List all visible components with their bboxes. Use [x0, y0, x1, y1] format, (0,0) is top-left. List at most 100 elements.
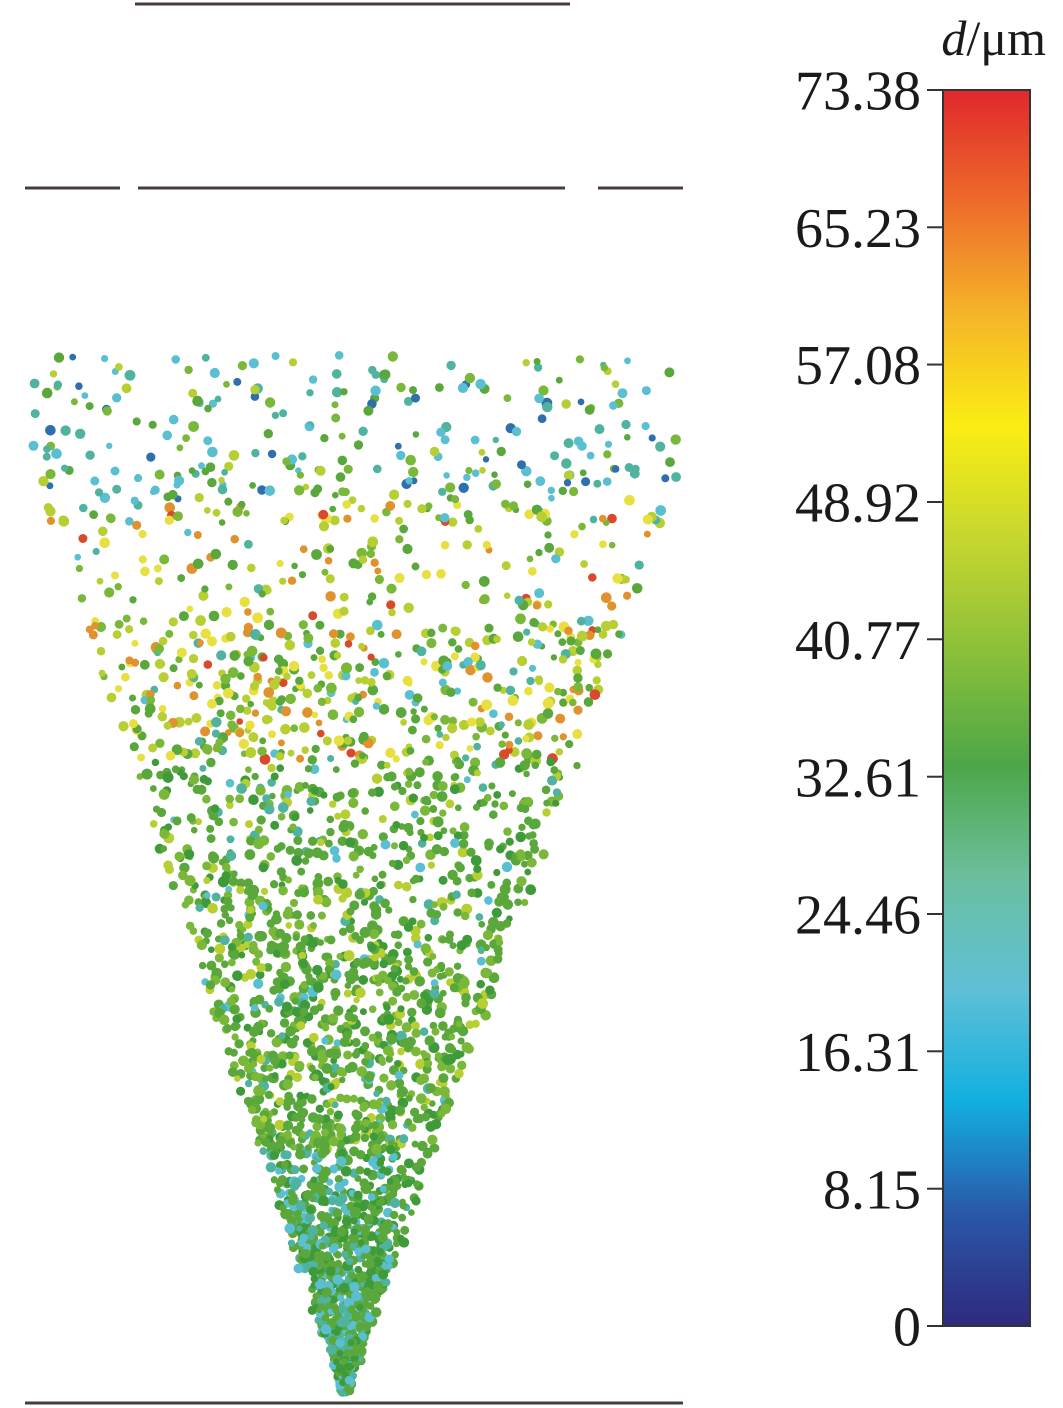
particle: [563, 479, 572, 487]
particle: [388, 608, 396, 617]
particle: [363, 1167, 372, 1176]
particle: [501, 731, 509, 739]
particle: [30, 409, 40, 419]
particle: [320, 972, 328, 980]
particle: [331, 413, 341, 423]
particle: [449, 716, 457, 725]
particle: [378, 870, 387, 879]
particle: [558, 638, 567, 646]
particle: [455, 804, 462, 812]
particle: [436, 791, 448, 802]
particle: [305, 423, 312, 431]
particle: [475, 913, 484, 921]
particle: [599, 540, 607, 549]
particle: [168, 414, 179, 425]
particle: [473, 803, 480, 811]
particle: [521, 748, 532, 759]
particle: [302, 1038, 312, 1048]
particle: [223, 1024, 232, 1033]
particle: [321, 568, 329, 576]
particle: [264, 804, 275, 815]
particle: [296, 754, 305, 763]
particle: [309, 764, 320, 775]
particle: [451, 773, 460, 781]
particle: [518, 823, 526, 831]
particle: [447, 723, 458, 734]
particle: [390, 1210, 399, 1220]
particle: [412, 1115, 421, 1124]
particle: [277, 1051, 288, 1062]
particle: [585, 630, 595, 640]
particle: [280, 1018, 290, 1028]
particle: [43, 445, 51, 453]
particle: [439, 809, 447, 817]
particle: [361, 807, 370, 815]
particle: [429, 790, 439, 800]
particle: [397, 1234, 405, 1243]
particle: [578, 522, 586, 531]
particle: [400, 718, 407, 726]
particle: [291, 855, 303, 866]
particle: [376, 1247, 385, 1256]
particle: [394, 1060, 402, 1068]
particle: [369, 1132, 378, 1141]
particle: [381, 1096, 391, 1106]
particle: [466, 847, 476, 857]
particle: [438, 875, 448, 885]
particle: [413, 781, 422, 790]
particle: [279, 678, 288, 687]
particle: [552, 799, 560, 807]
particle: [360, 898, 369, 906]
particle: [426, 1083, 436, 1094]
particle: [287, 749, 295, 757]
particle: [150, 488, 157, 496]
particle: [297, 1107, 308, 1119]
particle: [339, 592, 349, 602]
particle: [346, 632, 355, 642]
particle: [396, 450, 406, 461]
particle: [535, 476, 546, 487]
particle: [136, 773, 144, 780]
particle: [81, 392, 89, 399]
particle: [411, 1021, 420, 1030]
particle: [377, 760, 387, 770]
particle: [302, 782, 309, 789]
particle: [330, 1243, 339, 1252]
particle: [404, 1118, 413, 1126]
particle: [438, 1021, 448, 1031]
particle: [368, 1033, 377, 1042]
particle: [452, 890, 461, 899]
particle: [398, 841, 409, 851]
particle: [60, 425, 71, 436]
particle: [334, 1110, 343, 1120]
particle: [352, 871, 360, 879]
particle: [426, 908, 436, 918]
particle: [462, 754, 470, 762]
particle: [249, 482, 256, 489]
particle: [228, 450, 240, 461]
particle: [354, 889, 365, 900]
particle: [523, 770, 530, 778]
particle: [410, 925, 421, 937]
particle: [592, 676, 601, 685]
particle: [594, 660, 602, 669]
particle: [509, 790, 516, 797]
particle-cloud: [28, 351, 681, 1397]
particle: [563, 438, 574, 449]
particle: [343, 1050, 353, 1060]
particle: [327, 709, 339, 720]
particle: [409, 990, 420, 1000]
particle: [429, 1100, 436, 1107]
particle: [85, 402, 94, 411]
particle: [661, 474, 670, 483]
particle: [206, 757, 216, 768]
particle: [371, 904, 382, 916]
particle: [584, 405, 595, 415]
particle: [462, 540, 472, 550]
particle: [225, 916, 234, 925]
particle: [337, 836, 348, 846]
particle: [541, 785, 551, 795]
particle: [470, 855, 482, 866]
particle: [411, 874, 421, 884]
